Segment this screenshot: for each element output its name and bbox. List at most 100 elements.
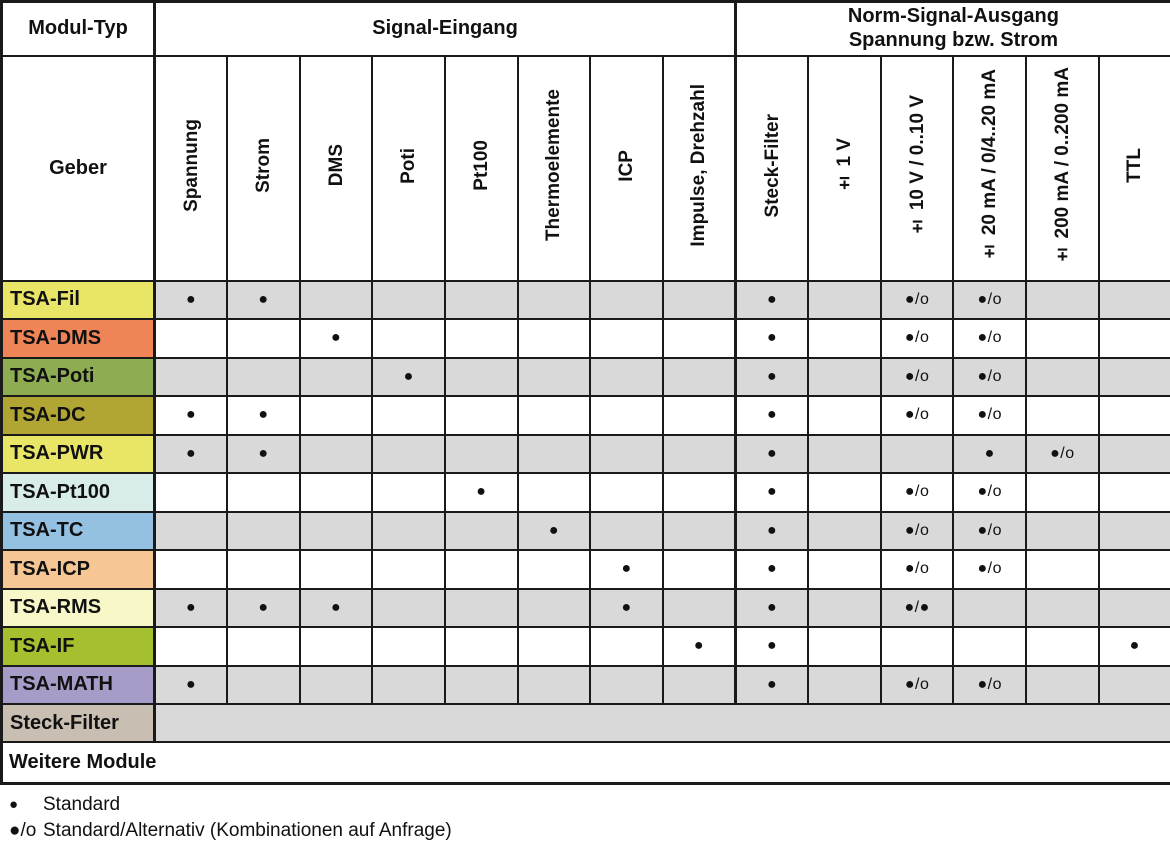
- norm-signal-line2: Spannung bzw. Strom: [848, 28, 1059, 51]
- matrix-cell-tsa-icp-spannung: [153, 549, 229, 590]
- module-row-tsa-pt100: TSA-Pt100 ● ● ●/o ●/o: [0, 472, 1170, 513]
- matrix-cell-tsa-icp-pt100: [444, 549, 519, 590]
- matrix-cell-tsa-tc-steck-filter: ●: [734, 510, 810, 551]
- matrix-cell-tsa-rms-dms: ●: [298, 587, 374, 628]
- row-label-tsa-dc: TSA-DC: [0, 395, 156, 436]
- matrix-cell-tsa-tc-ttl: [1097, 510, 1170, 551]
- matrix-cell-tsa-fil-strom: ●: [226, 279, 301, 320]
- matrix-cell-tsa-poti-icp: [589, 356, 664, 397]
- matrix-cell-tsa-tc-icp: [589, 510, 664, 551]
- matrix-cell-tsa-dc-impulse-drehzahl: [661, 395, 737, 436]
- matrix-cell-tsa-poti-dms: [298, 356, 374, 397]
- signal-eingang-header: Signal-Eingang: [153, 0, 737, 57]
- matrix-cell-tsa-icp-dms: [298, 549, 374, 590]
- matrix-cell-tsa-dms-pt100: [444, 318, 519, 359]
- legend-item-standard: ● Standard: [9, 792, 1170, 818]
- matrix-cell-tsa-if-dms: [298, 626, 374, 667]
- matrix-cell-tsa-if-pt100: [444, 626, 519, 667]
- matrix-cell-tsa-rms-10-v-0-10-v: ●/●: [879, 587, 955, 628]
- column-header-icp: ICP: [589, 54, 664, 282]
- matrix-cell-tsa-math-thermoelemente: [516, 664, 592, 705]
- matrix-cell-tsa-rms-poti: [371, 587, 446, 628]
- matrix-cell-tsa-pwr-spannung: ●: [153, 433, 229, 474]
- norm-signal-line1: Norm-Signal-Ausgang: [847, 5, 1059, 28]
- matrix-cell-tsa-fil-thermoelemente: [516, 279, 592, 320]
- matrix-cell-tsa-poti-10-v-0-10-v: ●/o: [879, 356, 955, 397]
- matrix-cell-tsa-tc-200-ma-0-200-ma: [1025, 510, 1100, 551]
- matrix-cell-tsa-rms-200-ma-0-200-ma: [1025, 587, 1100, 628]
- matrix-cell-tsa-if-strom: [226, 626, 301, 667]
- matrix-cell-tsa-pwr-steck-filter: ●: [734, 433, 810, 474]
- matrix-cell-tsa-dc-thermoelemente: [516, 395, 592, 436]
- weitere-module-row: Weitere Module: [0, 741, 1170, 784]
- matrix-cell-tsa-icp-thermoelemente: [516, 549, 592, 590]
- matrix-cell-tsa-dms-200-ma-0-200-ma: [1025, 318, 1100, 359]
- matrix-cell-tsa-if-thermoelemente: [516, 626, 592, 667]
- module-row-tsa-tc: TSA-TC ● ● ●/o ●/o: [0, 510, 1170, 551]
- matrix-cell-tsa-if-spannung: [153, 626, 229, 667]
- matrix-cell-tsa-tc-impulse-drehzahl: [661, 510, 737, 551]
- matrix-cell-tsa-fil-spannung: ●: [153, 279, 229, 320]
- matrix-cell-tsa-rms-ttl: [1097, 587, 1170, 628]
- row-label-tsa-fil: TSA-Fil: [0, 279, 156, 320]
- column-header-label: Poti: [398, 147, 420, 184]
- legend-standard-alternativ-text: Standard/Alternativ (Kombinationen auf A…: [43, 819, 452, 841]
- column-header-20-ma-0-4-20-ma: ± 20 mA / 0/4..20 mA: [952, 54, 1028, 282]
- column-header-pt100: Pt100: [444, 54, 519, 282]
- matrix-cell-tsa-if-steck-filter: ●: [734, 626, 810, 667]
- matrix-cell-tsa-math-1-v: [807, 664, 882, 705]
- column-header-label: Pt100: [470, 140, 492, 191]
- matrix-cell-tsa-if-20-ma-0-4-20-ma: [952, 626, 1028, 667]
- column-header-label: ± 20 mA / 0/4..20 mA: [979, 69, 1001, 262]
- matrix-cell-tsa-math-impulse-drehzahl: [661, 664, 737, 705]
- column-header-label: Strom: [252, 138, 274, 193]
- matrix-cell-tsa-tc-poti: [371, 510, 446, 551]
- matrix-cell-tsa-pt100-1-v: [807, 472, 882, 513]
- matrix-cell-tsa-math-pt100: [444, 664, 519, 705]
- matrix-cell-tsa-dms-impulse-drehzahl: [661, 318, 737, 359]
- matrix-cell-tsa-rms-steck-filter: ●: [734, 587, 810, 628]
- matrix-body: TSA-Fil ● ● ● ●/o ●/o TSA-DMS ● ● ●/o ●/o TSA-Poti ●…: [0, 279, 1170, 705]
- column-header-label: TTL: [1124, 148, 1146, 183]
- column-header-label: DMS: [325, 144, 347, 187]
- module-row-tsa-fil: TSA-Fil ● ● ● ●/o ●/o: [0, 279, 1170, 320]
- legend: ● Standard ●/o Standard/Alternativ (Kombin…: [9, 792, 1170, 843]
- steck-filter-merged-cell: [153, 703, 1170, 743]
- matrix-cell-tsa-math-200-ma-0-200-ma: [1025, 664, 1100, 705]
- matrix-cell-tsa-rms-1-v: [807, 587, 882, 628]
- matrix-cell-tsa-dc-spannung: ●: [153, 395, 229, 436]
- matrix-cell-tsa-pwr-pt100: [444, 433, 519, 474]
- column-header-label: ICP: [616, 149, 638, 182]
- matrix-cell-tsa-math-steck-filter: ●: [734, 664, 810, 705]
- row-label-tsa-pwr: TSA-PWR: [0, 433, 156, 474]
- matrix-cell-tsa-dc-pt100: [444, 395, 519, 436]
- column-header-label: ± 1 V: [834, 138, 855, 193]
- matrix-cell-tsa-rms-impulse-drehzahl: [661, 587, 737, 628]
- matrix-cell-tsa-fil-ttl: [1097, 279, 1170, 320]
- matrix-cell-tsa-poti-1-v: [807, 356, 882, 397]
- module-row-tsa-dc: TSA-DC ● ● ● ●/o ●/o: [0, 395, 1170, 436]
- matrix-cell-tsa-icp-strom: [226, 549, 301, 590]
- column-header-impulse-drehzahl: Impulse, Drehzahl: [661, 54, 737, 282]
- matrix-cell-tsa-fil-200-ma-0-200-ma: [1025, 279, 1100, 320]
- matrix-cell-tsa-fil-pt100: [444, 279, 519, 320]
- matrix-cell-tsa-pt100-ttl: [1097, 472, 1170, 513]
- matrix-cell-tsa-dc-ttl: [1097, 395, 1170, 436]
- matrix-cell-tsa-pt100-strom: [226, 472, 301, 513]
- matrix-cell-tsa-pwr-1-v: [807, 433, 882, 474]
- matrix-cell-tsa-icp-10-v-0-10-v: ●/o: [879, 549, 955, 590]
- module-row-tsa-if: TSA-IF ● ● ●: [0, 626, 1170, 667]
- matrix-cell-tsa-poti-pt100: [444, 356, 519, 397]
- matrix-cell-tsa-pt100-thermoelemente: [516, 472, 592, 513]
- matrix-cell-tsa-dms-strom: [226, 318, 301, 359]
- matrix-cell-tsa-fil-10-v-0-10-v: ●/o: [879, 279, 955, 320]
- column-header-thermoelemente: Thermoelemente: [516, 54, 592, 282]
- matrix-cell-tsa-pt100-spannung: [153, 472, 229, 513]
- matrix-cell-tsa-dc-poti: [371, 395, 446, 436]
- norm-signal-ausgang-header: Norm-Signal-Ausgang Spannung bzw. Strom: [734, 0, 1170, 57]
- matrix-cell-tsa-dc-10-v-0-10-v: ●/o: [879, 395, 955, 436]
- matrix-cell-tsa-tc-10-v-0-10-v: ●/o: [879, 510, 955, 551]
- matrix-cell-tsa-icp-icp: ●: [589, 549, 664, 590]
- geber-header: Geber: [0, 54, 156, 282]
- modul-typ-header: Modul-Typ: [0, 0, 156, 57]
